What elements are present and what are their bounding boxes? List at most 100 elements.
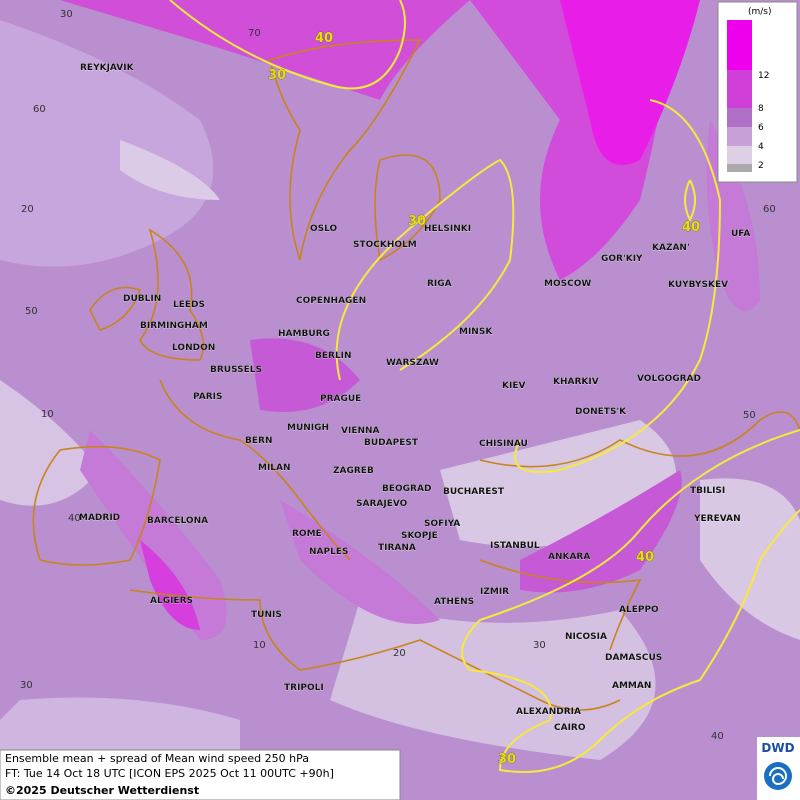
legend-swatch [727, 70, 752, 108]
city-label: TRIPOLI [284, 683, 324, 693]
isotach-label: 40 [636, 550, 654, 565]
city-label: ROME [292, 529, 322, 539]
city-label: BUDAPEST [364, 438, 419, 448]
isotachs [169, 0, 800, 773]
grid-label: 10 [41, 409, 54, 420]
city-label: GOR'KIY [601, 254, 643, 264]
legend: (m/s) 2 4 6 8 12 [717, 1, 798, 183]
logo-icon [764, 762, 792, 790]
city-label: LONDON [172, 343, 215, 353]
city-label: BARCELONA [147, 516, 208, 526]
legend-label: 6 [758, 123, 764, 133]
city-label: DUBLIN [123, 294, 161, 304]
grid-label: 30 [60, 9, 73, 20]
city-label: SKOPJE [401, 531, 438, 541]
grid-label: 10 [253, 640, 266, 651]
logo-text: DWD [761, 741, 794, 755]
footer-box [0, 749, 401, 800]
city-label: REYKJAVIK [80, 63, 135, 73]
city-label: MILAN [258, 463, 291, 473]
city-label: KUYBYSKEV [668, 280, 728, 290]
grid-label: 70 [248, 28, 261, 39]
grid-label: 60 [763, 204, 776, 215]
legend-label: 2 [758, 161, 764, 171]
footer: Ensemble mean + spread of Mean wind spee… [0, 749, 401, 800]
city-label: BEOGRAD [382, 484, 431, 494]
grid-label: 30 [20, 680, 33, 691]
city-label: STOCKHOLM [353, 240, 417, 250]
legend-label: 8 [758, 104, 764, 114]
city-label: SARAJEVO [356, 499, 408, 509]
city-label: KIEV [502, 381, 525, 391]
labels: REYKJAVIK OSLO STOCKHOLM HELSINKI DUBLIN LEED… [20, 9, 776, 767]
city-label: CHISINAU [479, 439, 528, 449]
city-label: NAPLES [309, 547, 348, 557]
city-label: PRAGUE [320, 394, 361, 404]
city-label: YEREVAN [693, 514, 741, 524]
city-label: KHARKIV [553, 377, 599, 387]
city-label: UFA [731, 229, 750, 239]
grid-label: 50 [25, 306, 38, 317]
grid-label: 50 [743, 410, 756, 421]
legend-swatch [727, 127, 752, 146]
grid-label: 40 [711, 731, 724, 742]
city-label: VIENNA [341, 426, 380, 436]
city-label: DAMASCUS [605, 653, 662, 663]
logo: DWD [757, 737, 800, 800]
city-label: AMMAN [612, 681, 651, 691]
legend-swatch [727, 146, 752, 164]
city-label: BUCHAREST [443, 487, 505, 497]
city-label: NICOSIA [565, 632, 607, 642]
city-label: HAMBURG [278, 329, 330, 339]
grid-label: 20 [21, 204, 34, 215]
city-label: PARIS [193, 392, 223, 402]
city-label: MADRID [79, 513, 120, 523]
city-label: ANKARA [548, 552, 590, 562]
city-label: MUNIGH [287, 423, 329, 433]
city-label: BIRMINGHAM [140, 321, 208, 331]
city-label: ALEPPO [619, 605, 659, 615]
footer-line: ©2025 Deutscher Wetterdienst [5, 784, 199, 797]
legend-label: 4 [758, 142, 764, 152]
city-label: BERN [245, 436, 272, 446]
legend-swatch [727, 20, 752, 70]
city-label: TIRANA [378, 543, 416, 553]
isotach-label: 30 [408, 214, 426, 229]
city-label: BERLIN [315, 351, 352, 361]
city-label: DONETS'K [575, 407, 627, 417]
city-label: HELSINKI [424, 224, 471, 234]
city-label: BRUSSELS [210, 365, 262, 375]
city-label: CAIRO [554, 723, 586, 733]
city-label: IZMIR [480, 587, 509, 597]
footer-line: Ensemble mean + spread of Mean wind spee… [5, 752, 309, 765]
legend-label: 12 [758, 71, 769, 81]
legend-swatch [727, 164, 752, 172]
logo-swirl [769, 767, 787, 786]
grid-label: 20 [393, 648, 406, 659]
city-label: ATHENS [434, 597, 474, 607]
isotach-label: 40 [682, 220, 700, 235]
city-label: SOFIYA [424, 519, 460, 529]
isotach-label: 30 [498, 752, 516, 767]
coastlines [32, 39, 800, 711]
city-label: COPENHAGEN [296, 296, 366, 306]
legend-swatch [727, 108, 752, 127]
city-label: KAZAN' [652, 243, 690, 253]
city-label: MOSCOW [544, 279, 591, 289]
city-label: ZAGREB [333, 466, 374, 476]
city-label: ALGIERS [150, 596, 193, 606]
city-label: ISTANBUL [490, 541, 540, 551]
city-label: MINSK [459, 327, 493, 337]
city-label: OSLO [310, 224, 338, 234]
isotach-label: 40 [315, 31, 333, 46]
city-label: TBILISI [690, 486, 725, 496]
legend-unit: (m/s) [748, 7, 772, 17]
grid-label: 30 [533, 640, 546, 651]
grid-label: 40 [68, 513, 81, 524]
grid-label: 60 [33, 104, 46, 115]
footer-line: FT: Tue 14 Oct 18 UTC [ICON EPS 2025 Oct… [5, 767, 334, 780]
city-label: WARSZAW [386, 358, 439, 368]
city-label: ALEXANDRIA [516, 707, 581, 717]
city-label: VOLGOGRAD [637, 374, 701, 384]
